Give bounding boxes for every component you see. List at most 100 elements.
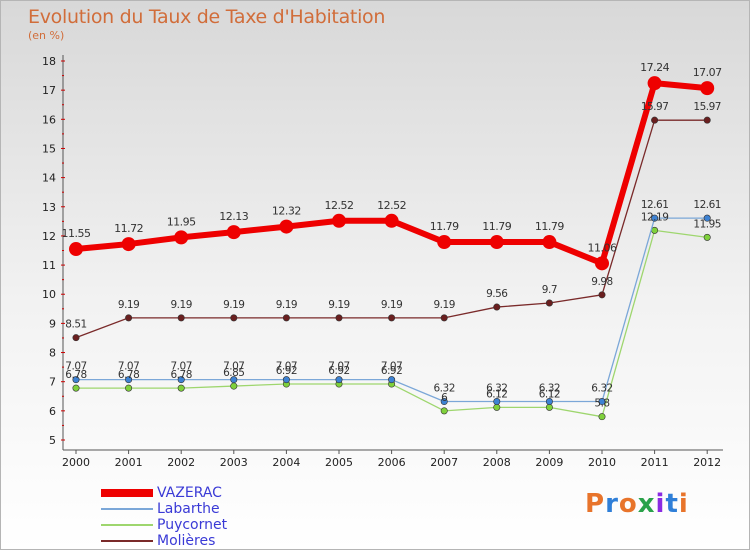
data-label: 6.92 [276,365,297,377]
data-point [335,314,343,322]
x-tick-label: 2002 [167,456,195,469]
logo-letter: i [655,489,666,519]
y-tick-label: 18 [42,55,56,68]
data-label: 7.07 [381,361,402,373]
data-label: 6.78 [65,369,86,381]
data-point [177,314,185,322]
x-tick-label: 2000 [62,456,90,469]
data-point [651,214,659,222]
data-point [647,76,662,91]
data-label: 7.07 [223,361,244,373]
data-label: 9.98 [591,276,612,288]
data-point [226,225,241,240]
data-label: 6.12 [486,388,507,400]
x-tick-label: 2006 [378,456,406,469]
logo-letter: o [618,489,638,519]
data-label: 9.19 [276,299,297,311]
data-point [388,314,396,322]
data-point [598,398,606,406]
data-point [545,398,553,406]
data-label: 6 [441,392,448,404]
data-label: 9.19 [328,299,349,311]
data-point [177,384,185,392]
data-label: 17.24 [640,61,669,74]
data-label: 11.06 [588,241,617,254]
x-tick-label: 2012 [693,456,721,469]
data-label: 9.56 [486,288,508,300]
data-point [489,235,504,250]
series-line-vazerac [73,80,711,267]
data-point [121,237,136,252]
data-point [72,376,80,384]
x-tick-label: 2008 [483,456,511,469]
data-label: 5.8 [594,398,609,410]
data-point [440,398,448,406]
data-point [493,403,501,411]
data-point [282,376,290,384]
data-label: 7.07 [328,361,349,373]
logo-letter: t [665,489,679,519]
logo-letter: P [585,489,606,519]
data-label: 6.85 [223,367,244,379]
data-label: 11.79 [535,220,564,233]
data-point [332,213,346,228]
data-point [598,291,606,299]
data-label: 9.19 [223,299,244,311]
data-label: 6.32 [486,383,507,395]
data-point [174,230,189,245]
data-point [384,213,399,228]
data-label: 11.95 [167,215,196,228]
y-tick-label: 16 [42,113,56,126]
x-tick-label: 2009 [535,456,563,469]
data-label: 6.92 [381,365,402,377]
chart-unit: (en %) [28,29,65,42]
data-point [703,116,711,124]
legend-swatch [101,524,153,526]
legend-label: Molières [157,533,216,549]
x-tick-label: 2011 [641,456,669,469]
data-point [125,314,133,322]
data-label: 11.95 [693,218,721,230]
x-tick-label: 2003 [220,456,248,469]
data-label: 7.07 [276,361,297,373]
data-label: 12.52 [377,199,406,212]
data-label: 6.12 [539,388,560,400]
y-tick-label: 17 [42,84,56,97]
data-point [703,233,711,241]
data-label: 9.19 [118,299,139,311]
data-label: 17.07 [693,66,722,79]
data-label: 15.97 [641,101,669,113]
data-point [282,314,290,322]
data-label: 6.92 [328,365,349,377]
legend-swatch [101,540,153,542]
proxiti-logo: Proxiti [585,489,689,519]
data-point [125,376,133,384]
data-label: 6.78 [118,369,139,381]
data-label: 7.07 [65,361,86,373]
data-point [651,116,659,124]
data-label: 12.19 [641,211,669,223]
data-point [703,214,711,222]
y-tick-label: 8 [49,347,56,360]
data-label: 7.07 [118,361,139,373]
data-label: 9.19 [381,299,402,311]
data-point [230,382,238,390]
data-label: 6.32 [591,383,612,395]
data-point [230,314,238,322]
x-tick-label: 2004 [272,456,300,469]
data-label: 15.97 [693,101,721,113]
data-point [542,235,557,250]
data-point [493,398,501,406]
x-tick-label: 2005 [325,456,353,469]
legend-label: Puycornet [157,517,228,533]
data-label: 7.07 [171,361,192,373]
data-point [388,376,396,384]
data-point [598,413,606,421]
data-point [493,303,501,311]
data-label: 9.7 [542,284,557,296]
data-point [177,376,185,384]
legend-label: VAZERAC [157,485,222,501]
data-label: 9.19 [171,299,192,311]
